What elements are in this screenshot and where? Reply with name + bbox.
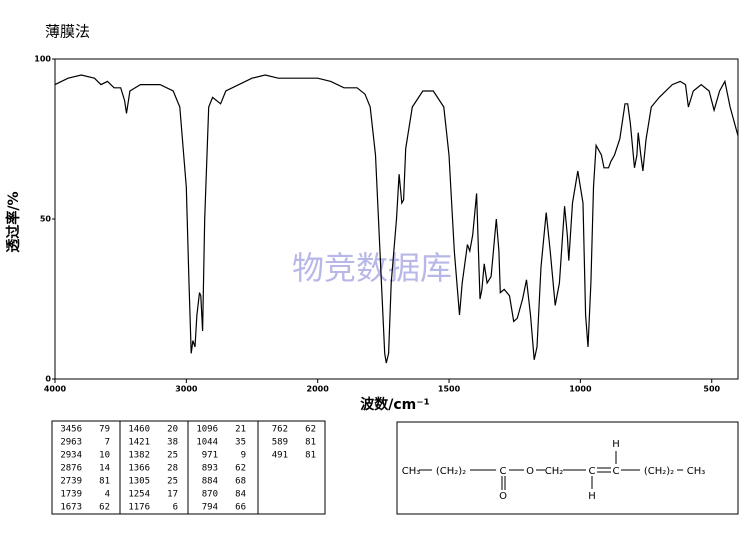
- peak-wavenumber: 1382: [128, 451, 150, 461]
- peak-transmittance: 9: [241, 451, 246, 461]
- atom-label: H: [612, 439, 620, 450]
- atom-label: H: [588, 491, 596, 502]
- peak-wavenumber: 1460: [128, 425, 150, 435]
- atom-label: C: [613, 466, 620, 477]
- peak-transmittance: 79: [99, 425, 110, 435]
- peak-wavenumber: 1305: [128, 477, 150, 487]
- peak-transmittance: 25: [167, 477, 178, 487]
- atom-label: (CH₂)₂: [436, 466, 466, 477]
- peak-transmittance: 62: [305, 425, 316, 435]
- peak-wavenumber: 1739: [60, 490, 82, 500]
- peak-transmittance: 68: [235, 477, 246, 487]
- peak-transmittance: 81: [99, 477, 110, 487]
- atom-label: CH₃: [402, 466, 421, 477]
- peak-wavenumber: 971: [202, 451, 218, 461]
- atom-label: O: [526, 466, 534, 477]
- atom-label: CH₃: [687, 466, 706, 477]
- spectrum-line: [54, 74, 739, 364]
- peak-wavenumber: 2963: [60, 438, 82, 448]
- peak-transmittance: 6: [173, 503, 178, 513]
- peak-transmittance: 84: [235, 490, 246, 500]
- peak-transmittance: 28: [167, 464, 178, 474]
- peak-transmittance: 20: [167, 425, 178, 435]
- peak-transmittance: 66: [235, 503, 246, 513]
- peak-wavenumber: 1176: [128, 503, 150, 513]
- x-tick-label: 4000: [44, 385, 67, 394]
- peak-wavenumber: 1096: [196, 425, 218, 435]
- x-tick-label: 500: [703, 385, 720, 394]
- peak-wavenumber: 1044: [196, 438, 218, 448]
- peak-transmittance: 25: [167, 451, 178, 461]
- atom-label: (CH₂)₂: [644, 466, 674, 477]
- peak-wavenumber: 893: [202, 464, 218, 474]
- peak-wavenumber: 3456: [60, 425, 82, 435]
- peak-wavenumber: 1254: [128, 490, 150, 500]
- peak-wavenumber: 870: [202, 490, 218, 500]
- peak-wavenumber: 491: [272, 451, 288, 461]
- x-tick-label: 1500: [438, 385, 461, 394]
- y-axis-label: 透过率/%: [5, 191, 22, 252]
- atom-label: C: [500, 466, 507, 477]
- peak-transmittance: 38: [167, 438, 178, 448]
- atom-label: C: [589, 466, 596, 477]
- peak-transmittance: 62: [99, 503, 110, 513]
- peak-wavenumber: 762: [272, 425, 288, 435]
- bonds: [419, 451, 683, 490]
- x-axis-label: 波数/cm⁻¹: [360, 396, 430, 413]
- peak-transmittance: 35: [235, 438, 246, 448]
- peak-wavenumber: 2739: [60, 477, 82, 487]
- x-tick-label: 2000: [307, 385, 330, 394]
- peak-wavenumber: 884: [202, 477, 218, 487]
- peak-transmittance: 10: [99, 451, 110, 461]
- peak-wavenumber: 2876: [60, 464, 82, 474]
- peak-wavenumber: 1673: [60, 503, 82, 513]
- watermark: 物竞数据库: [292, 249, 452, 287]
- y-tick-label: 100: [34, 55, 51, 64]
- y-tick-label: 50: [40, 215, 52, 224]
- peak-wavenumber: 1421: [128, 438, 150, 448]
- y-tick-label: 0: [45, 375, 51, 384]
- peak-transmittance: 21: [235, 425, 246, 435]
- atom-label: CH₂: [545, 466, 564, 477]
- chart-title: 薄膜法: [45, 23, 90, 41]
- structure-frame: [396, 421, 739, 515]
- peak-transmittance: 81: [305, 438, 316, 448]
- peak-wavenumber: 2934: [60, 451, 82, 461]
- x-tick-label: 1000: [569, 385, 592, 394]
- peak-wavenumber: 1366: [128, 464, 150, 474]
- peak-transmittance: 17: [167, 490, 178, 500]
- peak-transmittance: 62: [235, 464, 246, 474]
- atom-label: O: [499, 491, 507, 502]
- peak-wavenumber: 589: [272, 438, 288, 448]
- peak-transmittance: 4: [105, 490, 110, 500]
- peak-transmittance: 7: [105, 438, 110, 448]
- peak-transmittance: 14: [99, 464, 110, 474]
- x-tick-label: 3000: [175, 385, 198, 394]
- peak-transmittance: 81: [305, 451, 316, 461]
- peak-wavenumber: 794: [202, 503, 218, 513]
